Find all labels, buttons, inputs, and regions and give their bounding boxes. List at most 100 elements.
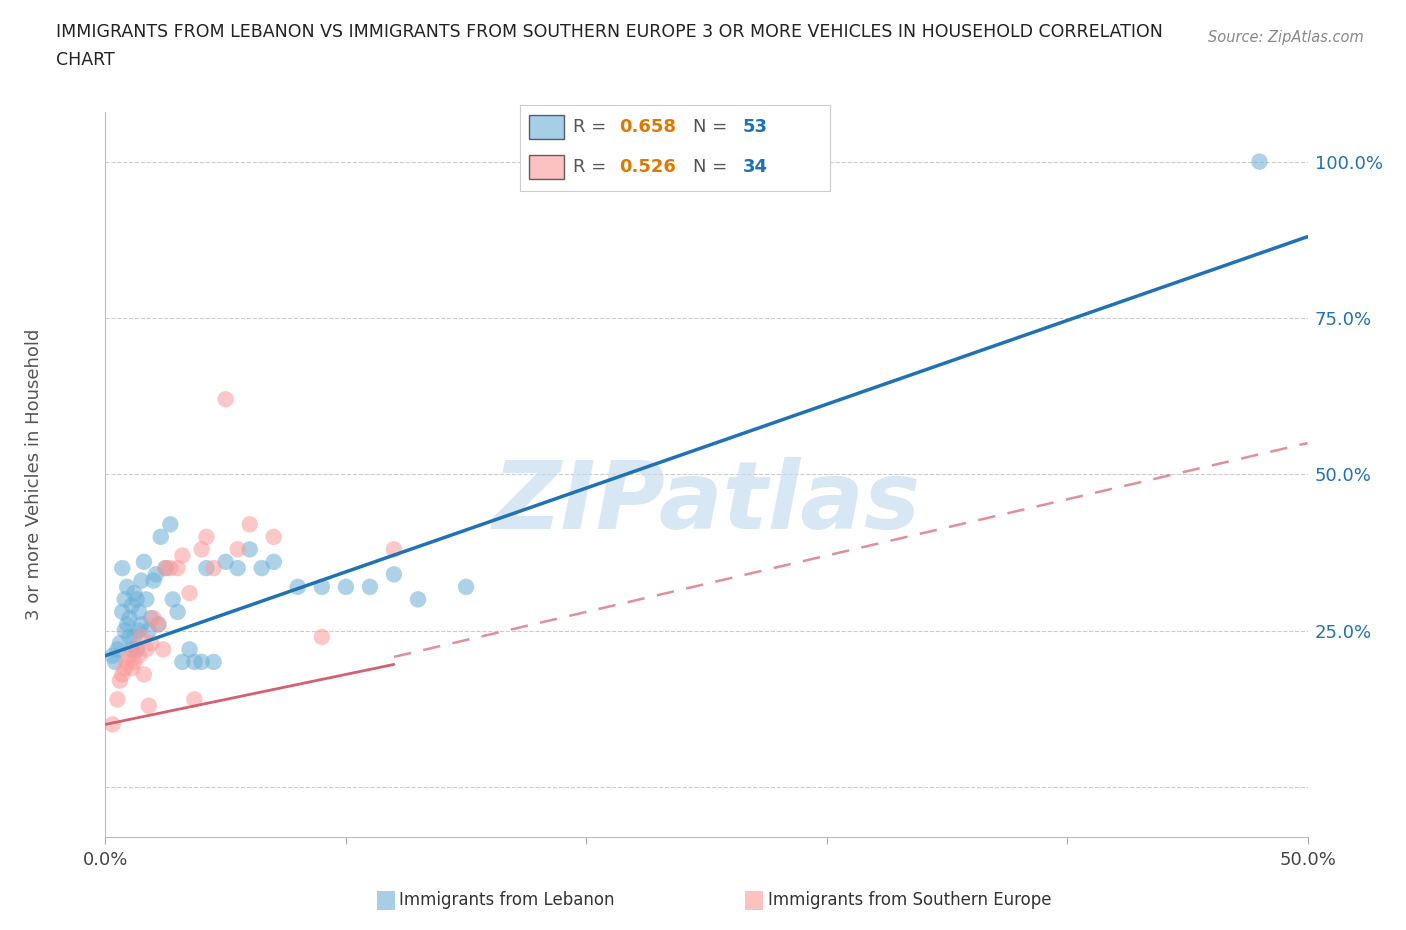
Point (162, 591, 184, 606)
Text: ZIPatlas: ZIPatlas (492, 458, 921, 550)
Point (139, 636, 162, 651)
Text: CHART: CHART (56, 51, 115, 69)
Point (311, 579, 333, 594)
Point (226, 542, 249, 557)
Point (166, 604, 188, 619)
Point (114, 623, 136, 638)
Text: 34: 34 (742, 158, 768, 176)
Point (131, 617, 153, 631)
Text: N =: N = (693, 118, 734, 137)
Point (124, 586, 146, 601)
Point (111, 667, 134, 682)
Point (155, 561, 177, 576)
Text: Immigrants from Southern Europe: Immigrants from Southern Europe (768, 891, 1052, 910)
Point (155, 561, 177, 576)
Point (108, 673, 131, 688)
Point (142, 573, 165, 588)
Point (152, 642, 174, 657)
Point (214, 392, 236, 406)
Text: N =: N = (693, 158, 734, 176)
Text: IMMIGRANTS FROM LEBANON VS IMMIGRANTS FROM SOUTHERN EUROPE 3 OR MORE VEHICLES IN: IMMIGRANTS FROM LEBANON VS IMMIGRANTS FR… (56, 23, 1163, 41)
Text: R =: R = (572, 118, 612, 137)
Point (125, 591, 148, 606)
Point (124, 655, 146, 670)
Point (202, 655, 225, 670)
Point (195, 529, 218, 544)
Point (118, 630, 141, 644)
Point (311, 630, 333, 644)
Text: 53: 53 (742, 118, 768, 137)
Point (382, 542, 405, 557)
Point (108, 636, 131, 651)
Point (239, 517, 262, 532)
Point (172, 655, 194, 670)
Point (190, 655, 212, 670)
Point (335, 579, 357, 594)
Point (1249, 154, 1271, 169)
Point (125, 642, 148, 657)
Point (121, 598, 143, 613)
Point (179, 586, 201, 601)
Text: R =: R = (572, 158, 612, 176)
FancyBboxPatch shape (530, 154, 564, 179)
Point (104, 655, 127, 670)
Point (138, 698, 160, 713)
Point (139, 611, 162, 626)
Point (145, 567, 167, 582)
Point (190, 542, 212, 557)
Point (131, 573, 153, 588)
Point (118, 648, 141, 663)
Point (226, 561, 249, 576)
Point (202, 561, 225, 576)
Point (124, 630, 146, 644)
Point (454, 579, 477, 594)
Point (111, 561, 134, 576)
Point (159, 561, 181, 576)
Point (135, 642, 157, 657)
Point (114, 591, 136, 606)
Point (128, 648, 150, 663)
Text: Source: ZipAtlas.com: Source: ZipAtlas.com (1208, 30, 1364, 45)
Point (121, 642, 143, 657)
Point (132, 667, 155, 682)
Point (382, 567, 405, 582)
Point (111, 604, 134, 619)
Point (135, 591, 157, 606)
Point (172, 548, 194, 563)
Point (149, 529, 172, 544)
Point (115, 579, 138, 594)
Point (114, 660, 136, 675)
Point (132, 554, 155, 569)
Point (166, 561, 188, 576)
Point (101, 648, 124, 663)
Y-axis label: 3 or more Vehicles in Household: 3 or more Vehicles in Household (25, 328, 44, 620)
Point (263, 529, 285, 544)
Point (148, 617, 170, 631)
Point (359, 579, 381, 594)
Point (131, 630, 153, 644)
Point (107, 692, 129, 707)
Point (121, 660, 143, 675)
FancyBboxPatch shape (530, 115, 564, 140)
Point (142, 611, 165, 626)
Point (115, 655, 138, 670)
Point (195, 561, 218, 576)
Point (183, 655, 205, 670)
Text: Immigrants from Lebanon: Immigrants from Lebanon (399, 891, 614, 910)
Point (287, 579, 309, 594)
Point (118, 611, 141, 626)
Point (214, 554, 236, 569)
Point (107, 642, 129, 657)
Point (138, 623, 160, 638)
Point (128, 604, 150, 619)
Text: 0.526: 0.526 (619, 158, 676, 176)
Point (125, 642, 148, 657)
Point (159, 517, 181, 532)
Point (148, 617, 170, 631)
Point (115, 617, 138, 631)
Point (406, 591, 429, 606)
Point (179, 642, 201, 657)
Text: 0.658: 0.658 (619, 118, 676, 137)
Point (250, 561, 273, 576)
Point (183, 692, 205, 707)
